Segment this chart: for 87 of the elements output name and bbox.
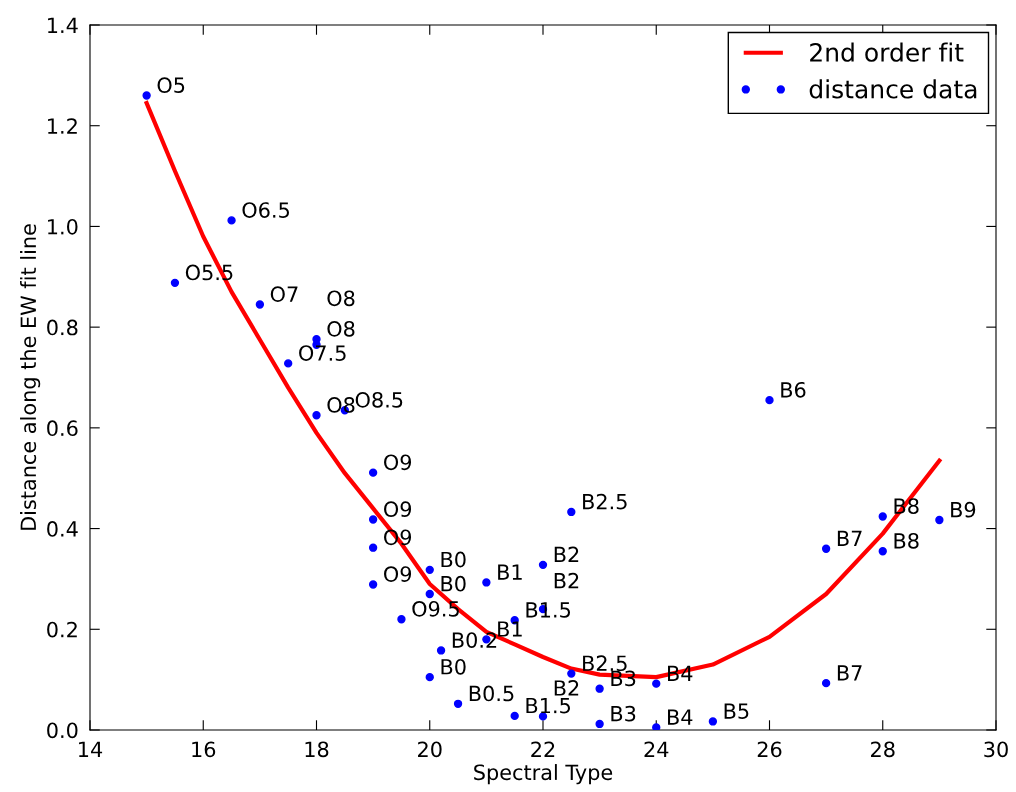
y-tick-label: 0.2 <box>47 621 77 638</box>
point <box>595 719 604 729</box>
point <box>227 216 236 225</box>
point <box>425 589 434 599</box>
annotation: O6.5 <box>242 202 289 218</box>
annotation: B2.5 <box>583 655 627 672</box>
annotation: B2 <box>554 546 579 563</box>
annotation: B0.5 <box>469 685 514 702</box>
legend-label: distance data <box>809 79 977 99</box>
y-tick-label: 1.4 <box>48 17 78 33</box>
annotation: B1.5 <box>526 697 571 714</box>
y-tick-label: 0.0 <box>47 722 78 739</box>
point <box>878 512 887 521</box>
annotation: B2 <box>554 572 579 589</box>
annotation: O8 <box>327 290 355 307</box>
point <box>425 672 434 682</box>
annotation: O8 <box>327 397 355 413</box>
point <box>510 711 519 721</box>
annotation: O5 <box>157 77 185 94</box>
point <box>935 515 944 525</box>
x-tick-label: 20 <box>418 741 442 758</box>
annotation: B1.5 <box>526 602 571 618</box>
annotation: B3 <box>611 705 636 722</box>
point <box>368 468 378 477</box>
annotation: O9 <box>384 501 412 518</box>
annotation: B5 <box>724 703 749 719</box>
point <box>595 684 604 693</box>
point <box>652 723 661 730</box>
point <box>397 615 406 624</box>
x-tick-label: 26 <box>757 741 782 758</box>
y-tick-label: 1.2 <box>48 118 77 134</box>
annotation: O9.5 <box>412 600 459 617</box>
annotation: O9 <box>384 566 412 582</box>
point <box>708 717 718 726</box>
point <box>821 679 831 688</box>
annotation: B1 <box>498 564 522 580</box>
point <box>368 580 378 589</box>
point <box>312 411 321 420</box>
annotation: O9 <box>384 454 412 471</box>
x-tick-label: 30 <box>984 741 1008 758</box>
point <box>436 646 446 655</box>
x-tick-label: 28 <box>871 741 895 758</box>
annotation: B7 <box>837 665 862 681</box>
annotation: B9 <box>951 501 976 518</box>
point <box>255 300 265 309</box>
x-tick-label: 22 <box>531 741 555 757</box>
annotation: B2 <box>554 680 579 696</box>
y-tick-label: 1.0 <box>48 218 78 235</box>
annotation: B4 <box>668 709 693 725</box>
annotation: O7.5 <box>299 345 346 361</box>
annotation: O8 <box>327 320 355 337</box>
point <box>567 507 576 517</box>
x-tick-label: 14 <box>79 741 103 757</box>
x-tick-label: 24 <box>644 741 669 757</box>
y-tick-label: 0.4 <box>47 521 78 537</box>
point <box>878 547 887 556</box>
point <box>284 359 293 368</box>
annotation: B0 <box>441 658 466 675</box>
annotation: O7 <box>270 286 298 302</box>
annotation: B1 <box>498 621 522 637</box>
annotation: B2.5 <box>583 493 627 510</box>
annotation: B8 <box>894 532 919 549</box>
point <box>482 578 491 587</box>
annotation: O8.5 <box>355 391 403 408</box>
point <box>453 699 463 708</box>
annotation: B0.2 <box>452 632 497 648</box>
point <box>142 91 151 100</box>
y-tick-label: 0.8 <box>47 319 78 336</box>
point <box>170 278 180 287</box>
annotation: B0 <box>441 575 466 592</box>
annotation: B6 <box>781 381 806 398</box>
x-tick-label: 18 <box>305 741 329 758</box>
point <box>765 395 774 405</box>
annotation: B0 <box>441 551 466 568</box>
y-tick-label: 0.6 <box>47 420 78 437</box>
legend-label: 2nd order fit <box>810 42 964 62</box>
point <box>652 679 661 688</box>
x-tick-label: 16 <box>192 741 216 758</box>
point <box>425 565 434 575</box>
point <box>567 669 576 678</box>
point <box>368 515 378 524</box>
y-axis-title: Distance along the EW fit line <box>20 224 41 530</box>
point <box>368 543 378 552</box>
x-axis-title: Spectral Type <box>474 764 613 785</box>
point <box>538 560 548 569</box>
point <box>821 544 831 553</box>
annotation: B7 <box>837 530 862 546</box>
